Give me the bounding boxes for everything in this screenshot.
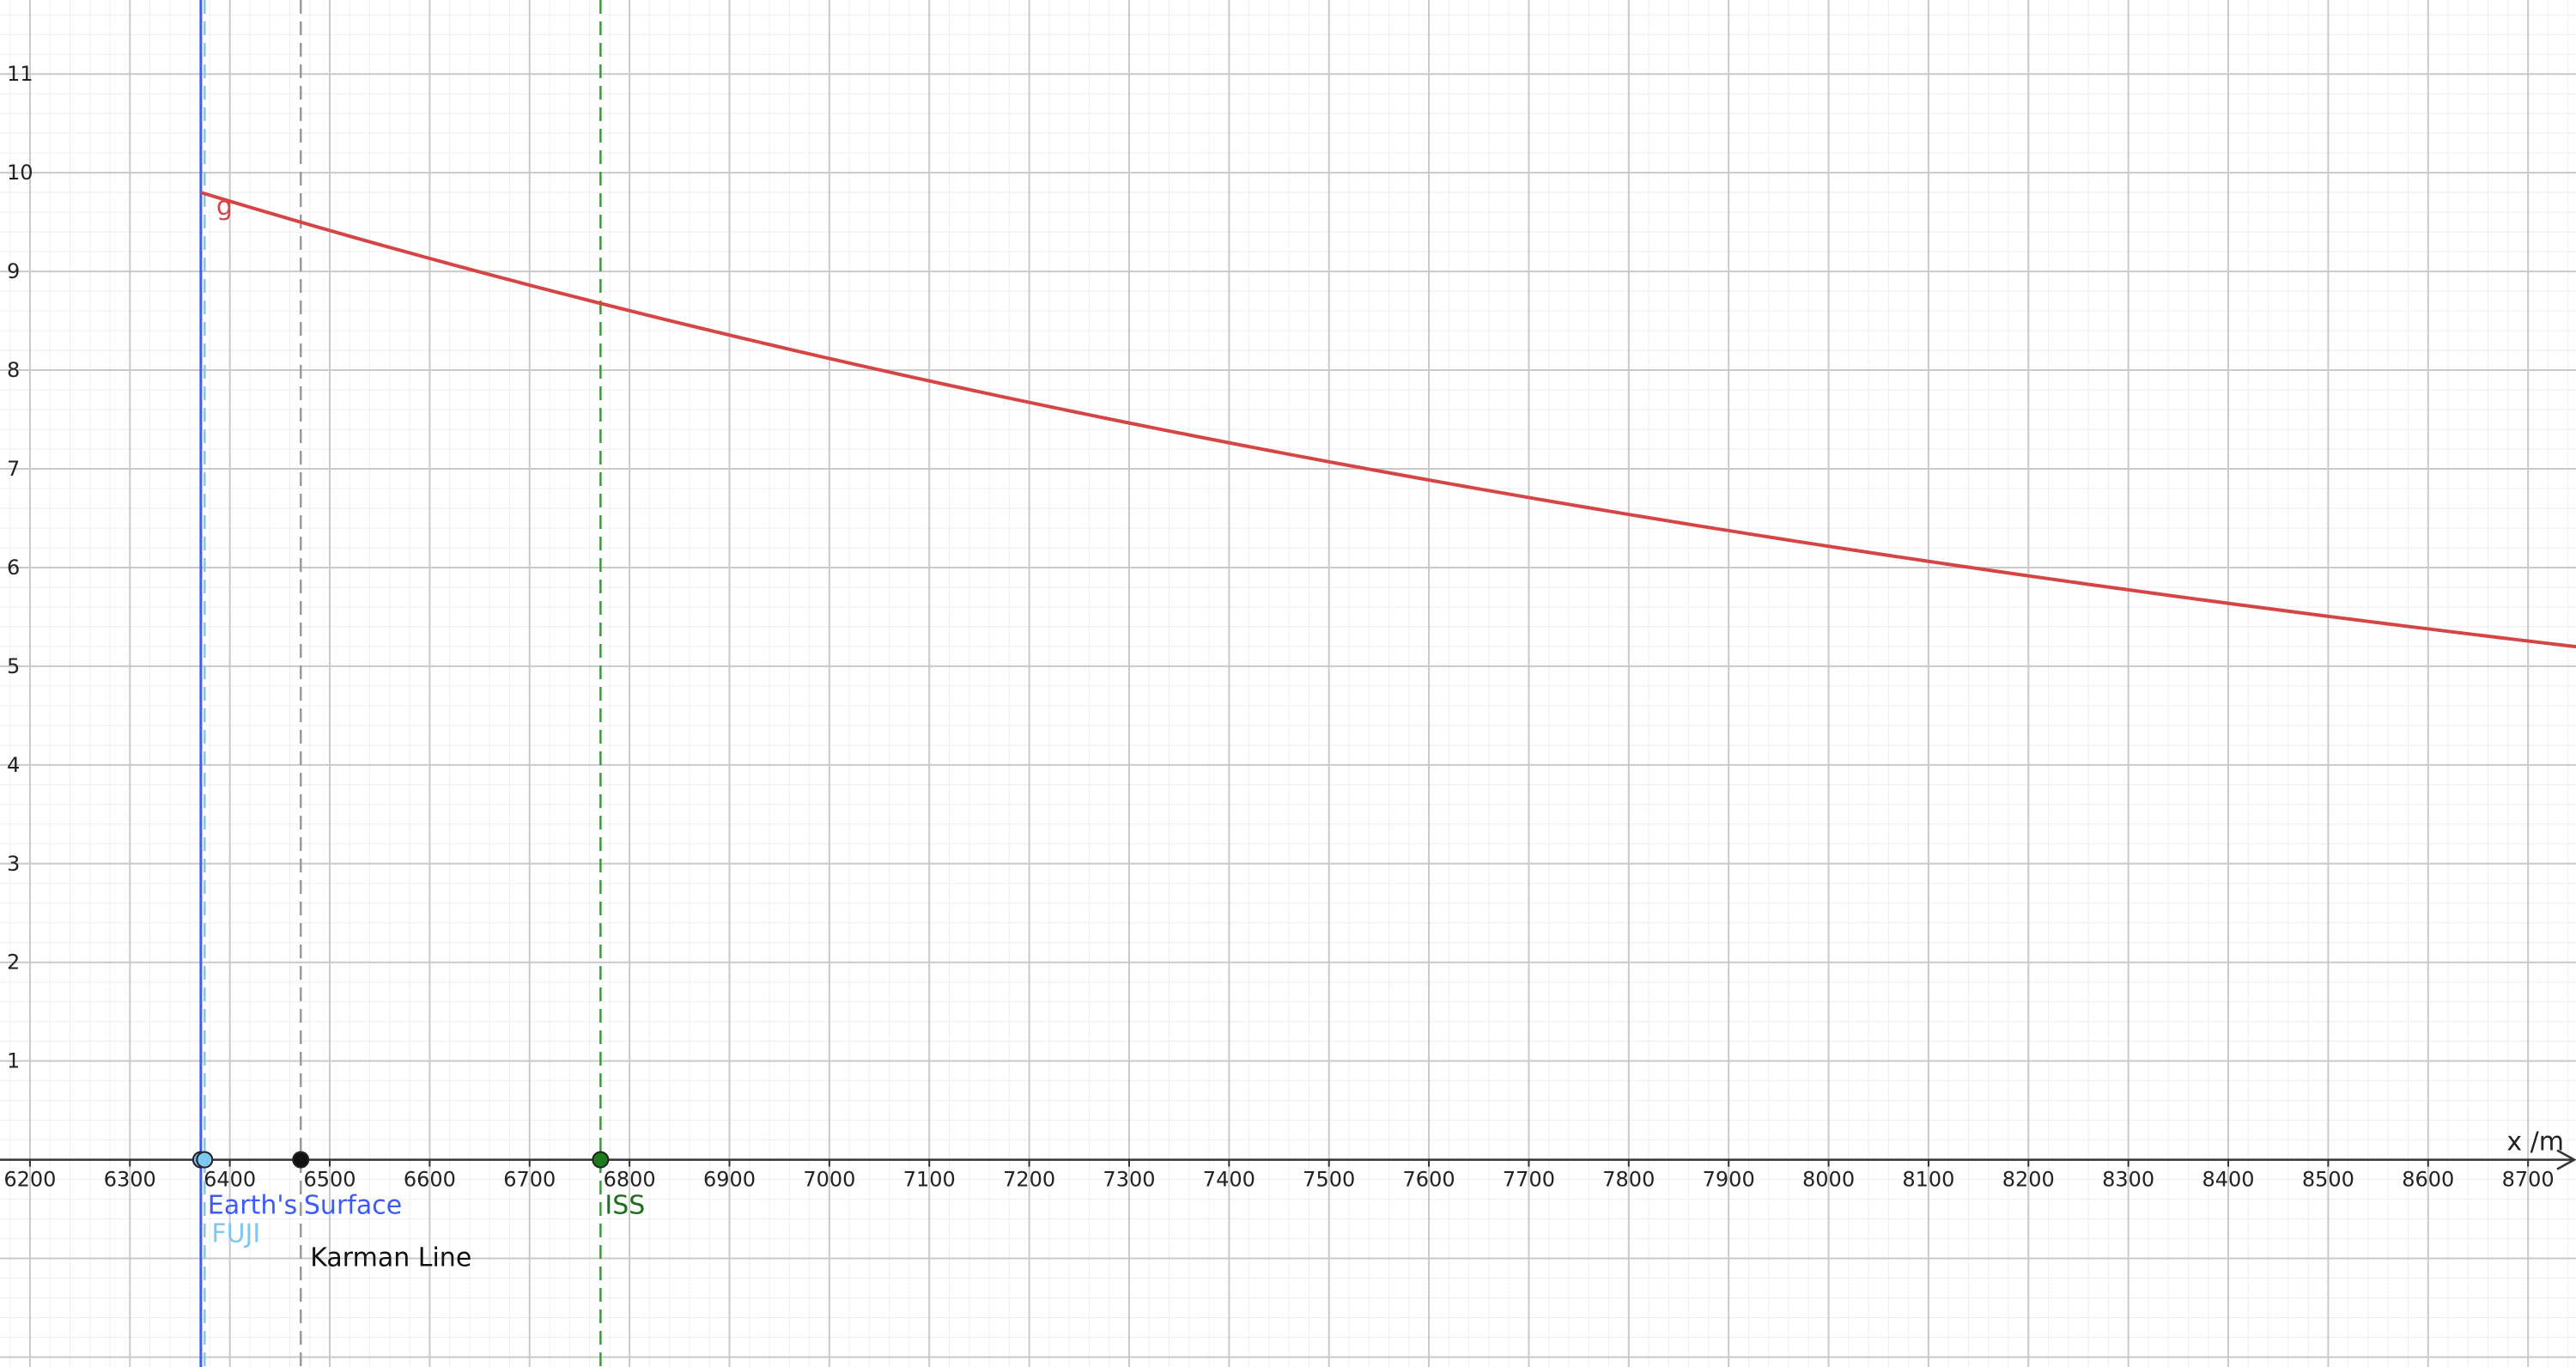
x-tick-label: 8500 xyxy=(2302,1168,2354,1192)
x-tick-label: 6700 xyxy=(503,1168,556,1192)
marker-point-2 xyxy=(292,1151,310,1169)
x-axis-arrow xyxy=(2556,1149,2576,1170)
x-tick-label: 7600 xyxy=(1403,1168,1455,1192)
series-line-g xyxy=(200,191,2576,649)
marker-label-fuji: FUJI xyxy=(211,1219,260,1249)
x-tick-label: 8200 xyxy=(2002,1168,2055,1192)
marker-lines xyxy=(199,0,602,1367)
x-tick-label: 7100 xyxy=(903,1168,956,1192)
series-label-g: g xyxy=(216,191,233,222)
y-tick-label: 3 xyxy=(7,852,20,876)
x-tick-label: 7200 xyxy=(1003,1168,1055,1192)
y-tick-label: 10 xyxy=(7,161,33,185)
x-tick-label: 6900 xyxy=(703,1168,756,1192)
x-tick-label: 7900 xyxy=(1703,1168,1755,1192)
marker-label-earths-surface-part-1: Earth's xyxy=(208,1191,297,1221)
x-tick-label: 6400 xyxy=(204,1168,256,1192)
y-tick-label: 5 xyxy=(7,654,20,678)
y-tick-label: 8 xyxy=(7,358,20,382)
marker-point-1 xyxy=(196,1151,214,1169)
x-tick-label: 8400 xyxy=(2202,1168,2254,1192)
y-tick-label: 7 xyxy=(7,457,20,481)
labels: g Earth's Surface FUJI Karman Line ISS xyxy=(208,191,645,1273)
x-tick-label: 7300 xyxy=(1103,1168,1155,1192)
y-tick-label: 11 xyxy=(7,62,33,86)
x-tick-label: 6600 xyxy=(404,1168,456,1192)
marker-points xyxy=(191,1151,610,1169)
x-axis-label: x /m xyxy=(2506,1127,2564,1157)
x-tick-label: 6500 xyxy=(303,1168,355,1192)
x-tick-label: 7000 xyxy=(803,1168,855,1192)
x-tick-label: 7800 xyxy=(1602,1168,1655,1192)
marker-label-earths-surface-part-2: Surface xyxy=(304,1191,402,1221)
x-tick-label: 8100 xyxy=(1902,1168,1954,1192)
marker-point-3 xyxy=(592,1151,610,1169)
x-tick-label: 6800 xyxy=(604,1168,656,1192)
x-tick-label: 8600 xyxy=(2402,1168,2454,1192)
marker-label-karman-line: Karman Line xyxy=(310,1243,471,1273)
x-tick-label: 8700 xyxy=(2502,1168,2555,1192)
y-tick-label: 9 xyxy=(7,259,20,283)
y-tick-label: 1 xyxy=(7,1049,20,1073)
x-tick-label: 8000 xyxy=(1802,1168,1855,1192)
x-tick-label: 7400 xyxy=(1203,1168,1255,1192)
curves xyxy=(200,191,2576,649)
x-tick-label: 6200 xyxy=(3,1168,56,1192)
marker-label-iss: ISS xyxy=(605,1191,645,1221)
y-axis: 1 2 3 4 5 6 7 8 9 10 11 xyxy=(7,62,33,1072)
y-tick-label: 6 xyxy=(7,556,20,580)
x-tick-label: 7700 xyxy=(1503,1168,1555,1192)
y-tick-label: 4 xyxy=(7,753,20,777)
x-tick-label: 8300 xyxy=(2102,1168,2154,1192)
x-axis: 6200 6300 6400 6500 6600 6700 6800 6900 7000 7100… xyxy=(0,1127,2576,1192)
y-tick-label: 2 xyxy=(7,951,20,975)
x-tick-label: 6300 xyxy=(104,1168,156,1192)
x-tick-label: 7500 xyxy=(1303,1168,1355,1192)
